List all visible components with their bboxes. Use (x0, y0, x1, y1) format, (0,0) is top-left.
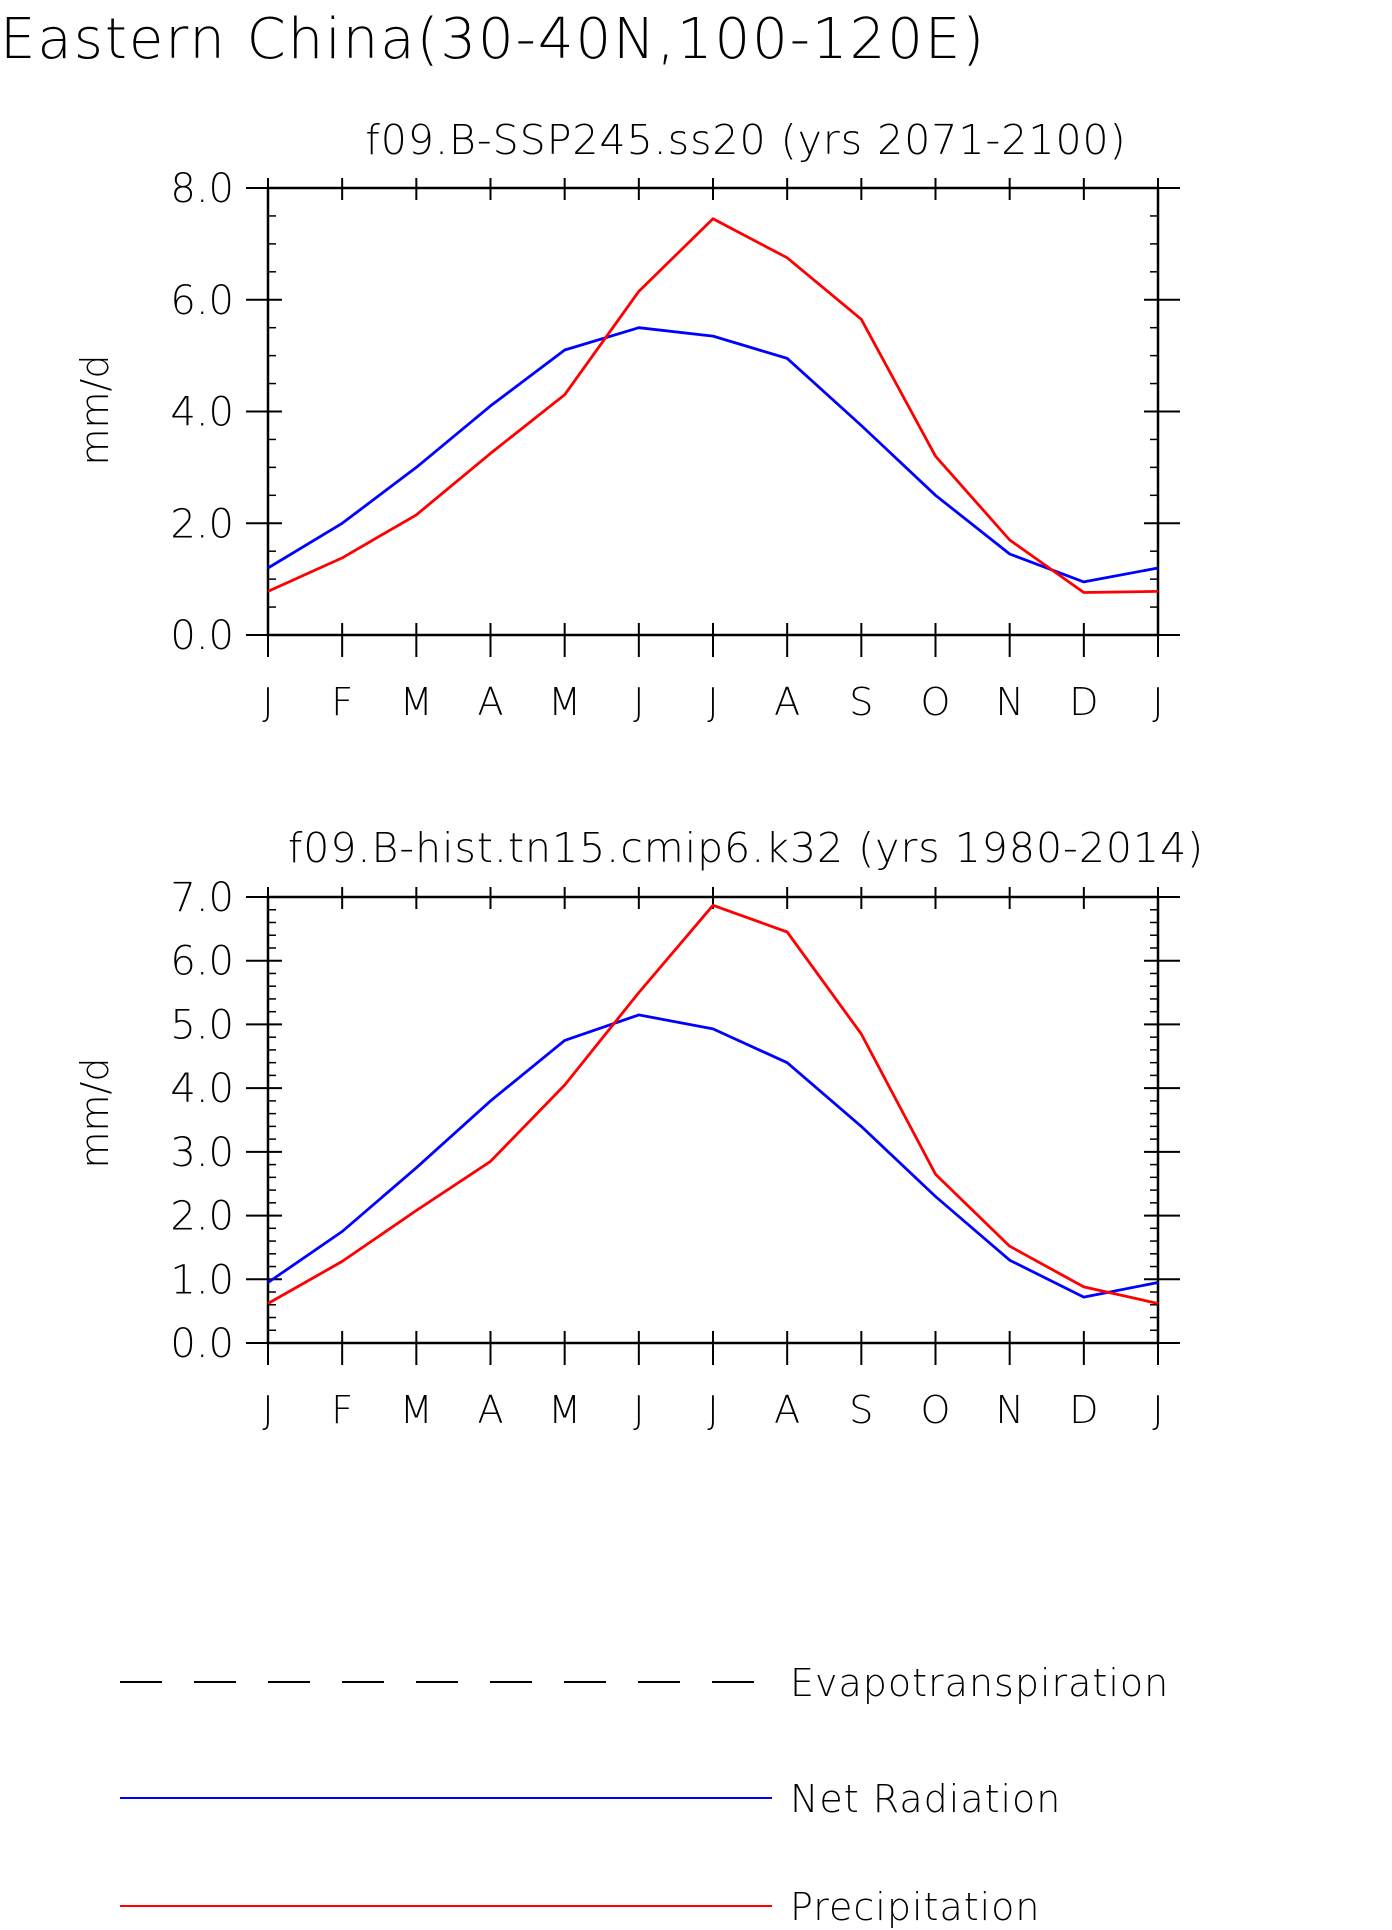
x-tick-label: O (921, 680, 951, 724)
y-tick-label: 2.0 (170, 501, 234, 547)
x-tick-label: F (331, 680, 353, 724)
x-tick-label: J (707, 680, 718, 724)
series-line-net-radiation (267, 326, 1159, 584)
series-line-precipitation (267, 903, 1159, 1305)
x-tick-label: N (995, 680, 1023, 724)
x-tick-label: A (774, 1388, 800, 1432)
figure-title: Eastern China(30-40N,100-120E) (0, 7, 986, 72)
x-tick-label: J (262, 1388, 273, 1432)
y-tick-label: 0.0 (170, 1321, 234, 1367)
x-tick-label: F (331, 1388, 353, 1432)
x-tick-label: S (849, 1388, 873, 1432)
y-tick-label: 6.0 (170, 278, 234, 324)
plot-frame (266, 186, 1160, 637)
x-tick-label: N (995, 1388, 1023, 1432)
x-tick-label: M (548, 680, 581, 724)
y-tick-label: 8.0 (170, 166, 234, 212)
x-tick-label: A (478, 680, 504, 724)
chart-panel-ssp245: f09.B-SSP245.ss20 (yrs 2071-2100) mm/d J… (73, 116, 1180, 724)
chart-panel-historical: f09.B-hist.tn15.cmip6.k32 (yrs 1980-2014… (73, 824, 1204, 1432)
x-tick-label: D (1069, 1388, 1098, 1432)
y-axis-label: mm/d (73, 1058, 117, 1169)
x-tick-label: A (478, 1388, 504, 1432)
x-tick-label: A (774, 680, 800, 724)
y-tick-label: 6.0 (170, 939, 234, 985)
legend-label-net-radiation: Net Radiation (790, 1777, 1061, 1821)
x-tick-label: M (548, 1388, 581, 1432)
series-line-precipitation (267, 217, 1159, 594)
x-tick-label: J (1152, 1388, 1163, 1432)
x-tick-label: S (849, 680, 873, 724)
legend-label-precipitation: Precipitation (790, 1885, 1041, 1929)
x-tick-label: M (400, 680, 433, 724)
chart-title: f09.B-SSP245.ss20 (yrs 2071-2100) (365, 116, 1126, 164)
y-tick-label: 3.0 (170, 1130, 234, 1176)
series-line-net-radiation (267, 1013, 1159, 1299)
legend-label-evapotranspiration: Evapotranspiration (790, 1661, 1169, 1705)
y-tick-label: 7.0 (170, 875, 234, 921)
x-tick-label: J (707, 1388, 718, 1432)
y-tick-label: 0.0 (170, 613, 234, 659)
x-tick-label: J (1152, 680, 1163, 724)
y-tick-label: 4.0 (170, 390, 234, 436)
legend: Evapotranspiration Net Radiation Precipi… (120, 1661, 1169, 1929)
x-tick-label: M (400, 1388, 433, 1432)
plot-frame (266, 895, 1160, 1345)
y-tick-label: 2.0 (170, 1194, 234, 1240)
x-tick-label: O (921, 1388, 951, 1432)
y-axis-label: mm/d (73, 355, 117, 466)
x-tick-label: J (262, 680, 273, 724)
x-tick-label: D (1069, 680, 1098, 724)
y-tick-label: 4.0 (170, 1066, 234, 1112)
x-tick-label: J (633, 1388, 644, 1432)
y-tick-label: 5.0 (170, 1002, 234, 1048)
x-tick-label: J (633, 680, 644, 724)
chart-title: f09.B-hist.tn15.cmip6.k32 (yrs 1980-2014… (288, 824, 1204, 872)
y-tick-label: 1.0 (170, 1257, 234, 1303)
